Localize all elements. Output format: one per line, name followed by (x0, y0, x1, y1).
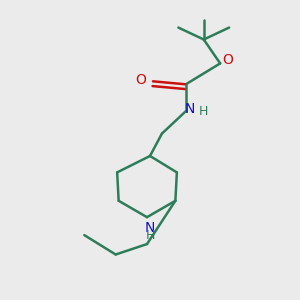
Text: H: H (145, 229, 155, 242)
Text: O: O (222, 53, 233, 68)
Text: N: N (184, 102, 195, 116)
Text: O: O (136, 73, 146, 87)
Text: N: N (145, 220, 155, 235)
Text: H: H (199, 105, 208, 118)
